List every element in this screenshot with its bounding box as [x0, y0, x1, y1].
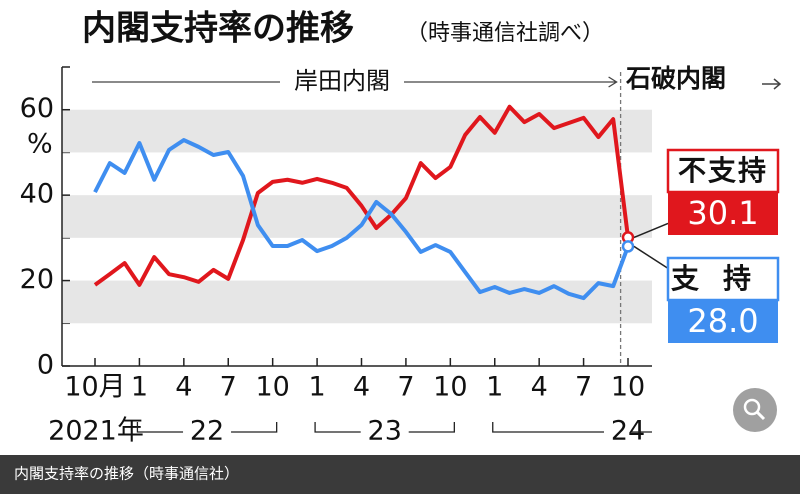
- chart-subtitle: （時事通信社調べ）: [406, 21, 604, 46]
- series-line: [93, 138, 630, 301]
- era-label: 岸田内閣: [294, 67, 390, 95]
- x-tick-label: 1: [486, 372, 503, 403]
- x-tick-label: 10: [611, 372, 645, 403]
- zoom-icon: [755, 410, 766, 421]
- caption: 内閣支持率の推移（時事通信社）: [14, 465, 239, 483]
- end-point: [621, 240, 635, 253]
- x-tick-label: 1: [131, 372, 148, 403]
- value-box: [668, 301, 778, 343]
- chart-title: 内閣支持率の推移: [82, 9, 354, 49]
- year-label: 2021年: [48, 416, 144, 447]
- year-label: 22: [190, 416, 224, 447]
- x-tick-label: 7: [397, 372, 414, 403]
- x-tick-label: 7: [220, 372, 237, 403]
- year-bracket: [492, 422, 652, 433]
- x-tick-label: 4: [531, 372, 548, 403]
- series-line: [93, 104, 630, 287]
- x-tick-label: 10月: [64, 372, 125, 403]
- zoom-button[interactable]: [733, 388, 777, 432]
- callout-connector: [633, 222, 669, 239]
- x-tick-label: 4: [353, 372, 370, 403]
- y-tick-label: 0: [37, 350, 54, 381]
- x-tick-label: 7: [575, 372, 592, 403]
- x-tick-label: 10: [433, 372, 467, 403]
- y-tick-label: 20: [20, 264, 54, 295]
- legend-label: 不支持: [678, 154, 768, 187]
- zoom-icon: [743, 398, 761, 416]
- year-bracket: [136, 422, 278, 433]
- y-tick-label: 40: [20, 179, 54, 210]
- x-tick-label: 10: [255, 372, 289, 403]
- era-arrow: [762, 78, 782, 90]
- year-bracket: [314, 422, 455, 433]
- x-tick-label: 4: [175, 372, 192, 403]
- x-tick-label: 1: [308, 372, 325, 403]
- legend-box: [666, 148, 780, 194]
- y-tick-label: 60: [20, 93, 54, 124]
- grid-band: [62, 109, 652, 153]
- era-label: 石破内閣: [625, 64, 726, 93]
- era-arrow: [404, 76, 618, 88]
- data-label: 28.0: [687, 302, 758, 340]
- year-label: 24: [611, 416, 645, 447]
- value-box: [668, 193, 778, 235]
- legend-label: 支持: [671, 262, 775, 295]
- legend-box: [666, 256, 780, 302]
- year-label: 23: [368, 416, 402, 447]
- caption-bar: [0, 455, 800, 494]
- grid-band: [62, 280, 652, 324]
- callout-connector: [633, 245, 669, 270]
- y-unit: %: [27, 129, 53, 160]
- data-label: 30.1: [687, 194, 758, 232]
